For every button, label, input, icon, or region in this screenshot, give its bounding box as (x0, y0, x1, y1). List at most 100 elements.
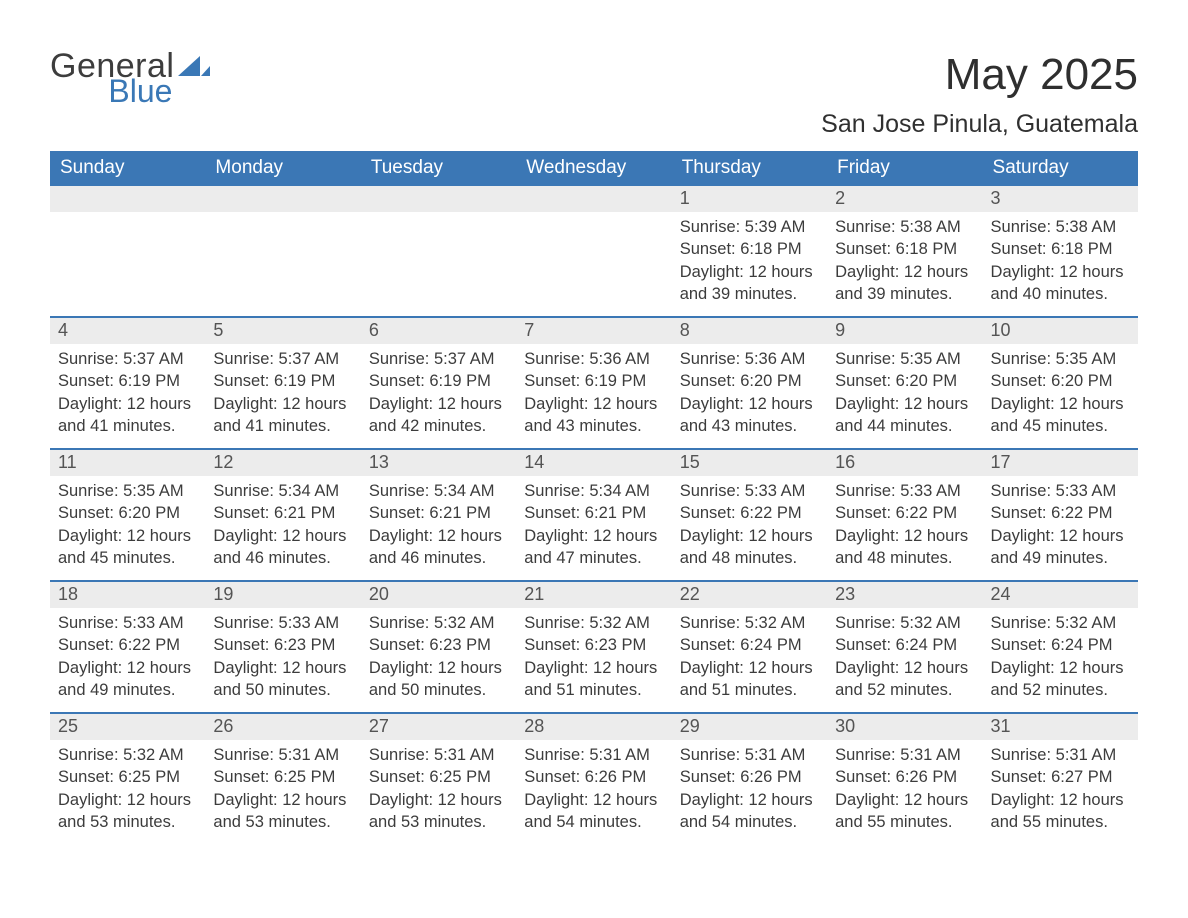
day-details: Sunrise: 5:31 AMSunset: 6:25 PMDaylight:… (361, 740, 516, 839)
day-details: Sunrise: 5:31 AMSunset: 6:26 PMDaylight:… (827, 740, 982, 839)
sunrise-line: Sunrise: 5:35 AM (991, 348, 1130, 370)
day-number: 26 (205, 714, 360, 740)
day-details: Sunrise: 5:31 AMSunset: 6:26 PMDaylight:… (516, 740, 671, 839)
day-number: 9 (827, 318, 982, 344)
calendar-cell: 21Sunrise: 5:32 AMSunset: 6:23 PMDayligh… (516, 581, 671, 713)
sunrise-line: Sunrise: 5:33 AM (58, 612, 197, 634)
day-details: Sunrise: 5:36 AMSunset: 6:19 PMDaylight:… (516, 344, 671, 443)
weekday-header: Saturday (983, 151, 1138, 186)
day-details: Sunrise: 5:35 AMSunset: 6:20 PMDaylight:… (50, 476, 205, 575)
daylight-line: Daylight: 12 hours and 52 minutes. (835, 657, 974, 702)
sunrise-line: Sunrise: 5:36 AM (524, 348, 663, 370)
daylight-line: Daylight: 12 hours and 53 minutes. (213, 789, 352, 834)
weekday-header: Monday (205, 151, 360, 186)
sunrise-line: Sunrise: 5:33 AM (835, 480, 974, 502)
daylight-line: Daylight: 12 hours and 50 minutes. (213, 657, 352, 702)
day-details: Sunrise: 5:32 AMSunset: 6:25 PMDaylight:… (50, 740, 205, 839)
sunset-line: Sunset: 6:22 PM (991, 502, 1130, 524)
calendar-week-row: 1 Sunrise: 5:39 AM Sunset: 6:18 PMDaylight… (50, 186, 1138, 317)
sunrise-line: Sunrise: 5:31 AM (213, 744, 352, 766)
day-number: 17 (983, 450, 1138, 476)
day-number: 18 (50, 582, 205, 608)
daylight-line: Daylight: 12 hours and 39 minutes. (835, 261, 974, 306)
day-details: Sunrise: 5:31 AMSunset: 6:27 PMDaylight:… (983, 740, 1138, 839)
day-number: 30 (827, 714, 982, 740)
calendar-cell-blank (205, 186, 360, 317)
day-details: Sunrise: 5:38 AMSunset: 6:18 PMDaylight:… (827, 212, 982, 311)
weekday-header-row: SundayMondayTuesdayWednesdayThursdayFrid… (50, 151, 1138, 186)
sunset-line: Sunset: 6:23 PM (524, 634, 663, 656)
day-number: 14 (516, 450, 671, 476)
day-details: Sunrise: 5:32 AMSunset: 6:24 PMDaylight:… (672, 608, 827, 707)
sunset-line: Sunset: 6:20 PM (991, 370, 1130, 392)
day-number: 8 (672, 318, 827, 344)
day-number-blank (50, 186, 205, 212)
calendar-cell-blank (361, 186, 516, 317)
daylight-line: Daylight: 12 hours and 53 minutes. (58, 789, 197, 834)
calendar-cell: 4Sunrise: 5:37 AMSunset: 6:19 PMDaylight… (50, 317, 205, 449)
day-number: 21 (516, 582, 671, 608)
header-row: General Blue May 2025 San Jose Pinula, G… (50, 50, 1138, 139)
day-number: 20 (361, 582, 516, 608)
daylight-line: Daylight: 12 hours and 44 minutes. (835, 393, 974, 438)
day-number: 10 (983, 318, 1138, 344)
sunrise-line: Sunrise: 5:37 AM (213, 348, 352, 370)
day-details: Sunrise: 5:35 AMSunset: 6:20 PMDaylight:… (983, 344, 1138, 443)
daylight-line: Daylight: 12 hours and 46 minutes. (213, 525, 352, 570)
calendar-cell: 30Sunrise: 5:31 AMSunset: 6:26 PMDayligh… (827, 713, 982, 844)
day-number: 1 (672, 186, 827, 212)
calendar-cell: 22Sunrise: 5:32 AMSunset: 6:24 PMDayligh… (672, 581, 827, 713)
daylight-line: Daylight: 12 hours and 54 minutes. (524, 789, 663, 834)
daylight-line: Daylight: 12 hours and 41 minutes. (58, 393, 197, 438)
sunset-line: Sunset: 6:20 PM (680, 370, 819, 392)
calendar-cell: 14Sunrise: 5:34 AMSunset: 6:21 PMDayligh… (516, 449, 671, 581)
calendar-cell: 23Sunrise: 5:32 AMSunset: 6:24 PMDayligh… (827, 581, 982, 713)
day-details: Sunrise: 5:31 AMSunset: 6:26 PMDaylight:… (672, 740, 827, 839)
sunrise-line: Sunrise: 5:37 AM (369, 348, 508, 370)
sunrise-line: Sunrise: 5:31 AM (991, 744, 1130, 766)
sunrise-line: Sunrise: 5:36 AM (680, 348, 819, 370)
sunrise-line: Sunrise: 5:38 AM (835, 216, 974, 238)
day-details: Sunrise: 5:32 AMSunset: 6:24 PMDaylight:… (983, 608, 1138, 707)
day-details: Sunrise: 5:33 AMSunset: 6:22 PMDaylight:… (983, 476, 1138, 575)
day-details: Sunrise: 5:34 AMSunset: 6:21 PMDaylight:… (516, 476, 671, 575)
day-number: 13 (361, 450, 516, 476)
sunrise-line: Sunrise: 5:39 AM (680, 216, 819, 238)
sunset-line: Sunset: 6:25 PM (58, 766, 197, 788)
sunset-line: Sunset: 6:21 PM (213, 502, 352, 524)
weekday-header: Wednesday (516, 151, 671, 186)
day-number: 3 (983, 186, 1138, 212)
sunrise-line: Sunrise: 5:33 AM (680, 480, 819, 502)
day-number: 31 (983, 714, 1138, 740)
sunset-line: Sunset: 6:22 PM (835, 502, 974, 524)
calendar-cell: 25Sunrise: 5:32 AMSunset: 6:25 PMDayligh… (50, 713, 205, 844)
day-number-blank (205, 186, 360, 212)
calendar-cell: 6Sunrise: 5:37 AMSunset: 6:19 PMDaylight… (361, 317, 516, 449)
sunset-line: Sunset: 6:24 PM (991, 634, 1130, 656)
calendar-cell: 10Sunrise: 5:35 AMSunset: 6:20 PMDayligh… (983, 317, 1138, 449)
day-details: Sunrise: 5:33 AMSunset: 6:22 PMDaylight:… (672, 476, 827, 575)
calendar-cell: 15Sunrise: 5:33 AMSunset: 6:22 PMDayligh… (672, 449, 827, 581)
day-number: 2 (827, 186, 982, 212)
day-details: Sunrise: 5:37 AMSunset: 6:19 PMDaylight:… (50, 344, 205, 443)
calendar-cell: 26Sunrise: 5:31 AMSunset: 6:25 PMDayligh… (205, 713, 360, 844)
sunset-line: Sunset: 6:20 PM (58, 502, 197, 524)
day-details: Sunrise: 5:34 AMSunset: 6:21 PMDaylight:… (205, 476, 360, 575)
daylight-line: Daylight: 12 hours and 43 minutes. (524, 393, 663, 438)
calendar-cell: 7Sunrise: 5:36 AMSunset: 6:19 PMDaylight… (516, 317, 671, 449)
day-number: 11 (50, 450, 205, 476)
title-block: May 2025 San Jose Pinula, Guatemala (821, 50, 1138, 139)
weekday-header: Thursday (672, 151, 827, 186)
sunrise-line: Sunrise: 5:34 AM (213, 480, 352, 502)
daylight-line: Daylight: 12 hours and 45 minutes. (991, 393, 1130, 438)
day-number: 27 (361, 714, 516, 740)
triangle-icon (178, 54, 210, 85)
day-details: Sunrise: 5:34 AMSunset: 6:21 PMDaylight:… (361, 476, 516, 575)
sunrise-line: Sunrise: 5:34 AM (369, 480, 508, 502)
daylight-line: Daylight: 12 hours and 46 minutes. (369, 525, 508, 570)
calendar-week-row: 4Sunrise: 5:37 AMSunset: 6:19 PMDaylight… (50, 317, 1138, 449)
day-details: Sunrise: 5:33 AMSunset: 6:22 PMDaylight:… (827, 476, 982, 575)
sunset-line: Sunset: 6:23 PM (213, 634, 352, 656)
day-details: Sunrise: 5:32 AMSunset: 6:23 PMDaylight:… (361, 608, 516, 707)
sunset-line: Sunset: 6:18 PM (835, 238, 974, 260)
